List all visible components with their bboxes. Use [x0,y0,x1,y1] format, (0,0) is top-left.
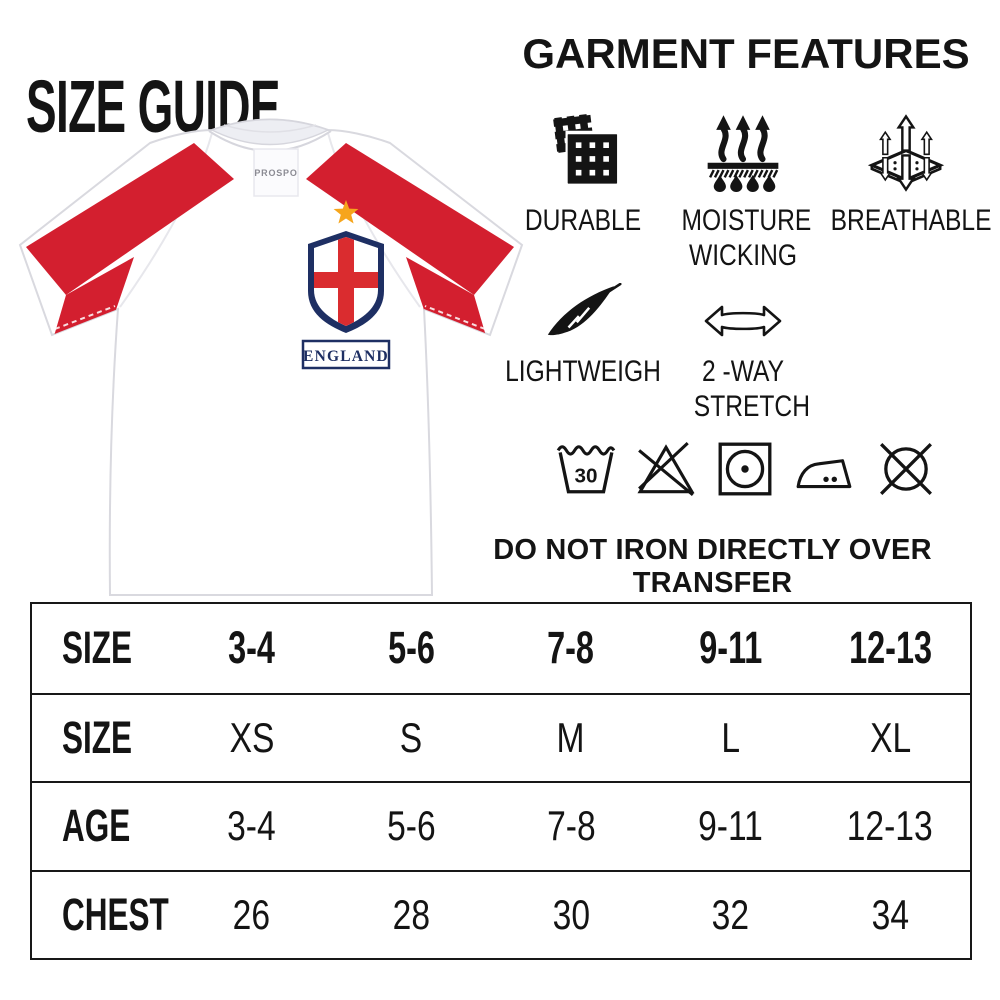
right-sleeve-panel [306,143,514,295]
tumble-dry-icon [718,442,772,496]
cell-value: 3-4 [227,802,277,850]
cell-value: XS [229,713,275,761]
cell-value: 9-11 [699,622,763,674]
feature-label-two-way-stretch: 2 -WAY STRETCH [693,355,810,423]
cell-value: 34 [871,890,909,938]
breathable-icon [867,115,945,191]
brand-label: PROSPO [253,148,299,197]
garment-features-heading: GARMENT FEATURES [522,30,970,77]
england-badge: ENGLAND [301,200,391,370]
iron-medium-icon [796,459,852,489]
cell-value: 3-4 [228,622,276,674]
stretch-arrow-icon [704,305,782,337]
feature-moisture-wicking: MOISTURE WICKING [666,108,820,273]
size-table: SIZE 3-4 5-6 7-8 9-11 12-13 SIZE XS S M … [30,602,972,960]
garment-features-section: GARMENT FEATURES [500,30,992,500]
cell-value: L [721,713,740,761]
row-label: AGE [62,800,131,852]
tshirt-svg: PROSPO ENGLAND [18,118,524,596]
cell-value: 7-8 [546,802,596,850]
care-symbols-row: 30 [500,438,992,500]
table-row-size-letter: SIZE XS S M L XL [32,692,970,782]
cell-value: 26 [233,890,271,938]
badge-banner [301,339,391,370]
cell-value: 12-13 [848,622,932,674]
wash-at-30-icon: 30 [556,445,616,494]
table-row-size-age-range: SIZE 3-4 5-6 7-8 9-11 12-13 [32,604,970,693]
cell-value: 7-8 [547,622,595,674]
cell-value: 9-11 [698,802,763,850]
care-note: DO NOT IRON DIRECTLY OVER TRANSFER [493,534,932,599]
feature-durable: DURABLE [500,108,666,273]
cell-value: 12-13 [847,802,934,850]
feather-icon [547,283,622,336]
feature-label-durable: DURABLE [524,204,642,237]
cell-value: XL [869,713,911,761]
row-label: CHEST [62,888,169,940]
cell-value: 30 [552,890,590,938]
feature-two-way-stretch: 2 -WAY STRETCH [666,281,820,424]
table-row-chest: CHEST 26 28 30 32 34 [32,869,970,959]
do-not-bleach-icon [637,442,695,497]
brand-label-text: PROSPO [254,168,297,178]
left-sleeve-panel [26,143,234,295]
feature-label-lightweight: LIGHTWEIGH [505,355,661,388]
features-row-2: LIGHTWEIGH 2 -WAY STRETCH [500,281,992,424]
table-row-age: AGE 3-4 5-6 7-8 9-11 12-13 [32,781,970,870]
do-not-dry-clean-icon [880,443,932,495]
cell-value: 32 [711,890,750,938]
feature-label-breathable: BREATHABLE [830,204,992,237]
features-row-1: DURABLE [500,108,992,273]
cell-value: M [556,713,585,761]
feature-label-moisture-wicking: MOISTURE WICKING [681,204,812,272]
badge-star-icon [333,200,359,224]
fabric-swatch-icon [553,114,618,187]
tshirt-image: PROSPO ENGLAND [0,95,540,600]
cell-value: 28 [392,890,431,938]
row-label: SIZE [62,711,133,763]
badge-banner-text: ENGLAND [303,348,389,365]
cell-value: 5-6 [387,802,436,850]
cell-value: S [400,713,423,761]
wash-temperature-text: 30 [575,464,598,487]
cell-value: 5-6 [387,622,435,674]
feature-breathable: BREATHABLE [820,108,992,273]
row-label: SIZE [62,622,133,674]
feature-lightweight: LIGHTWEIGH [500,281,666,424]
moisture-wicking-icon [707,115,779,192]
